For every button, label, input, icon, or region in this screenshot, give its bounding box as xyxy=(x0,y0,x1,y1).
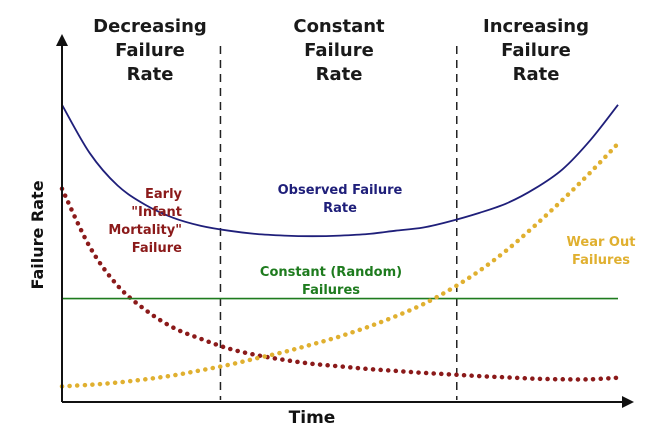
y-axis-label: Failure Rate xyxy=(28,180,47,289)
wear-out-label: Wear Out Failures xyxy=(566,235,636,268)
region-label-decreasing: Decreasing Failure Rate xyxy=(93,16,207,85)
x-axis-label: Time xyxy=(289,408,336,428)
region-label-constant: Constant Failure Rate xyxy=(293,16,385,85)
constant-failures-label: Constant (Random) Failures xyxy=(259,265,403,298)
region-label-increasing: Increasing Failure Rate xyxy=(483,16,589,85)
observed-failure-rate-line xyxy=(61,104,619,238)
observed-failure-rate-label: Observed Failure Rate xyxy=(277,183,403,216)
infant-mortality-line xyxy=(59,186,621,382)
infant-mortality-label: Early "Infant Mortality" Failure xyxy=(108,187,182,256)
wear-out-failures-line xyxy=(59,141,621,389)
